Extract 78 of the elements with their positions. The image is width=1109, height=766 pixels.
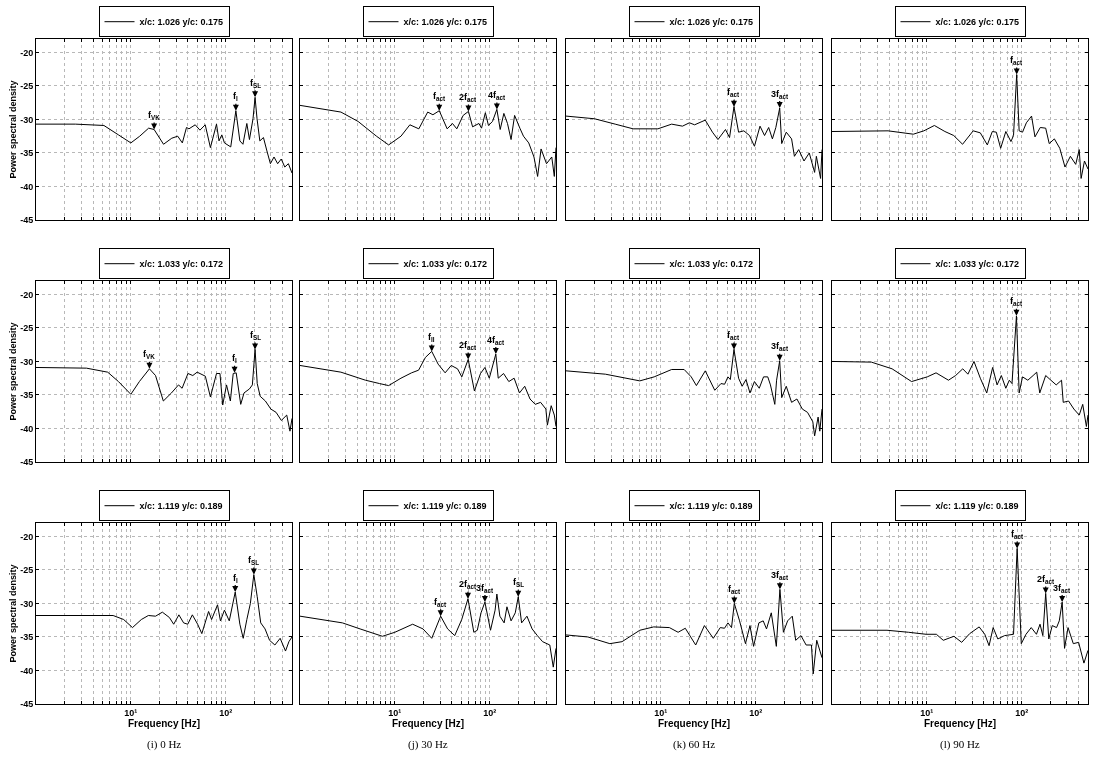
x-axis-title: Frequency [Hz] [391, 717, 465, 729]
annotation: 2f$_{act}$ [1037, 574, 1056, 585]
annotation: 3f$_{act}$ [771, 341, 790, 352]
legend-label: x/c: 1.033 y/c: 0.172 [935, 259, 1020, 270]
y-tick-label: -45 [20, 457, 34, 468]
x-axis-title: Frequency [Hz] [657, 717, 731, 729]
x-axis-title: Frequency [Hz] [127, 717, 201, 729]
annotation: 2f$_{act}$ [459, 92, 478, 103]
y-tick-label: -35 [20, 632, 34, 643]
annotation: 3f$_{act}$ [1053, 583, 1072, 594]
legend-label: x/c: 1.033 y/c: 0.172 [139, 259, 224, 270]
annotation: f$_{act}$ [727, 330, 740, 341]
x-tick-label: 10² [483, 707, 497, 718]
legend-label: x/c: 1.026 y/c: 0.175 [139, 17, 224, 28]
annotation: 3f$_{act}$ [476, 583, 495, 594]
y-tick-label: -40 [20, 665, 34, 676]
annotation: f$_{I}$ [233, 91, 238, 102]
x-axis-title: Frequency [Hz] [923, 717, 997, 729]
annotation: f$_{act}$ [433, 91, 446, 102]
annotation: f$_{act}$ [1011, 529, 1024, 540]
text: (l) 90 Hz [940, 738, 980, 751]
x-tick-label: 10¹ [654, 707, 668, 718]
annotation: f$_{act}$ [1010, 296, 1023, 307]
y-tick-label: -30 [20, 598, 34, 609]
x-tick-label: 10² [219, 707, 233, 718]
y-axis-title: Power spectral density [7, 322, 18, 421]
annotation: f$_{act}$ [434, 597, 447, 608]
annotation: f$_{act}$ [727, 87, 740, 98]
text: (i) 0 Hz [147, 738, 182, 751]
legend-label: x/c: 1.033 y/c: 0.172 [403, 259, 488, 270]
x-tick-label: 10² [749, 707, 763, 718]
annotation: f$_{VK}$ [148, 110, 161, 121]
annotation: f$_{SL}$ [248, 555, 260, 566]
legend-label: x/c: 1.119 y/c: 0.189 [139, 501, 223, 512]
y-axis-title: Power spectral density [7, 80, 18, 179]
legend-label: x/c: 1.119 y/c: 0.189 [669, 501, 753, 512]
legend-label: x/c: 1.026 y/c: 0.175 [669, 17, 754, 28]
y-tick-label: -45 [20, 699, 34, 710]
y-tick-label: -20 [20, 289, 34, 300]
x-tick-label: 10¹ [388, 707, 402, 718]
y-tick-label: -40 [20, 423, 34, 434]
x-tick-label: 10¹ [920, 707, 934, 718]
annotation: 2f$_{act}$ [459, 579, 478, 590]
x-tick-label: 10¹ [124, 707, 138, 718]
x-tick-label: 10² [1015, 707, 1029, 718]
text: (k) 60 Hz [673, 738, 716, 751]
annotation: 4f$_{act}$ [488, 90, 507, 101]
annotation: f$_{SL}$ [513, 577, 525, 588]
annotation: 3f$_{act}$ [771, 570, 790, 581]
annotation: f$_{SL}$ [250, 78, 262, 89]
y-tick-label: -25 [20, 565, 34, 576]
y-tick-label: -20 [20, 531, 34, 542]
legend-label: x/c: 1.033 y/c: 0.172 [669, 259, 754, 270]
y-tick-label: -35 [20, 390, 34, 401]
y-tick-label: -25 [20, 323, 34, 334]
y-tick-label: -30 [20, 114, 34, 125]
legend-label: x/c: 1.119 y/c: 0.189 [935, 501, 1019, 512]
annotation: f$_{SL}$ [250, 330, 262, 341]
y-tick-label: -20 [20, 47, 34, 58]
legend-label: x/c: 1.026 y/c: 0.175 [935, 17, 1020, 28]
legend-label: x/c: 1.026 y/c: 0.175 [403, 17, 488, 28]
annotation: f$_{I}$ [232, 353, 237, 364]
annotation: 3f$_{act}$ [771, 89, 790, 100]
y-tick-label: -25 [20, 81, 34, 92]
annotation: f$_{VK}$ [143, 349, 156, 360]
y-tick-label: -35 [20, 148, 34, 159]
annotation: f$_{I}$ [233, 573, 238, 584]
y-axis-title: Power spectral density [7, 564, 18, 663]
annotation: 4f$_{act}$ [487, 335, 506, 346]
annotation: f$_{II}$ [428, 332, 435, 343]
y-tick-label: -30 [20, 356, 34, 367]
annotation: f$_{act}$ [1010, 55, 1023, 66]
annotation: 2f$_{act}$ [459, 340, 478, 351]
legend-label: x/c: 1.119 y/c: 0.189 [403, 501, 487, 512]
text: (j) 30 Hz [408, 738, 448, 751]
annotation: f$_{act}$ [728, 584, 741, 595]
y-tick-label: -45 [20, 215, 34, 226]
y-tick-label: -40 [20, 181, 34, 192]
